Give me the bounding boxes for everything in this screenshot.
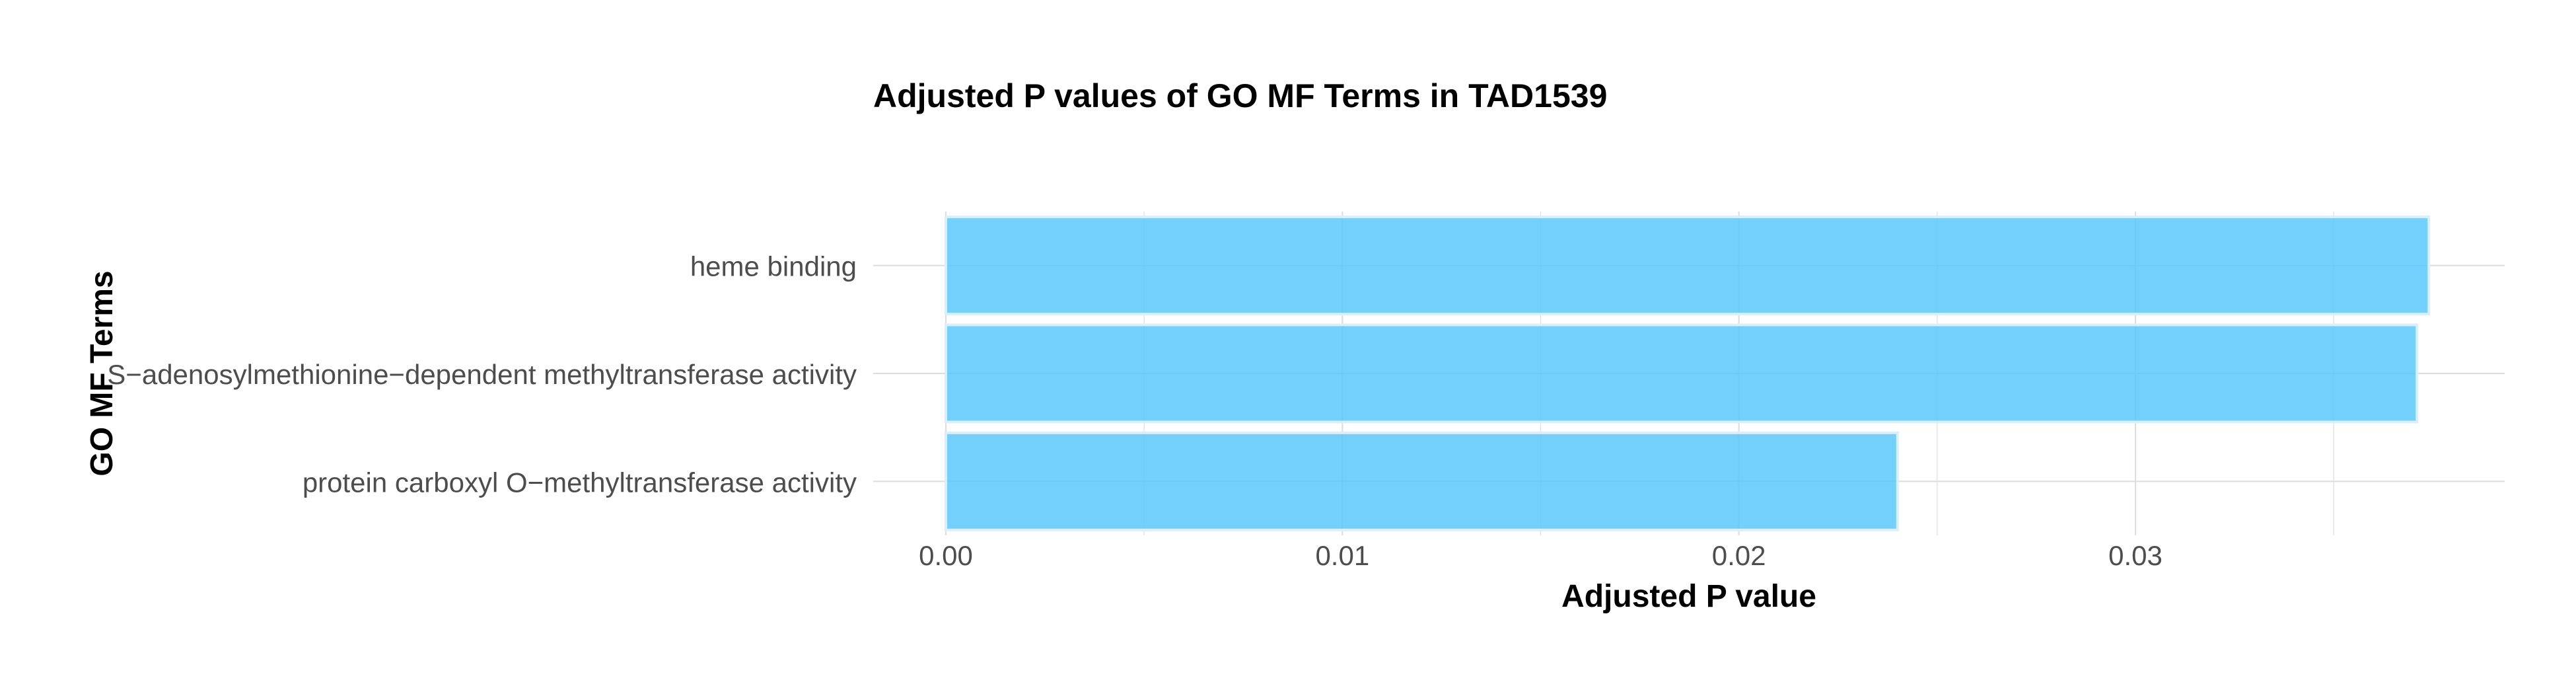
x-tick-label: 0.02 [1712,540,1766,571]
bar [945,323,2419,424]
x-tick-label: 0.03 [2108,540,2163,571]
chart-title: Adjusted P values of GO MF Terms in TAD1… [873,77,1607,114]
bar [945,215,2431,316]
y-axis-title: GO MF Terms [85,270,120,476]
x-tick-labels: 0.00 0.01 0.02 0.03 [919,540,2163,571]
y-tick-label: S−adenosylmethionine−dependent methyltra… [107,359,857,390]
y-tick-label: protein carboxyl O−methyltransferase act… [303,467,857,498]
bar [945,431,1899,531]
x-axis-title: Adjusted P value [1561,579,1816,614]
bars [945,215,2431,531]
x-tick-label: 0.01 [1315,540,1369,571]
x-tick-label: 0.00 [919,540,973,571]
y-tick-labels: heme binding S−adenosylmethionine−depende… [107,251,857,498]
y-tick-label: heme binding [690,251,857,282]
